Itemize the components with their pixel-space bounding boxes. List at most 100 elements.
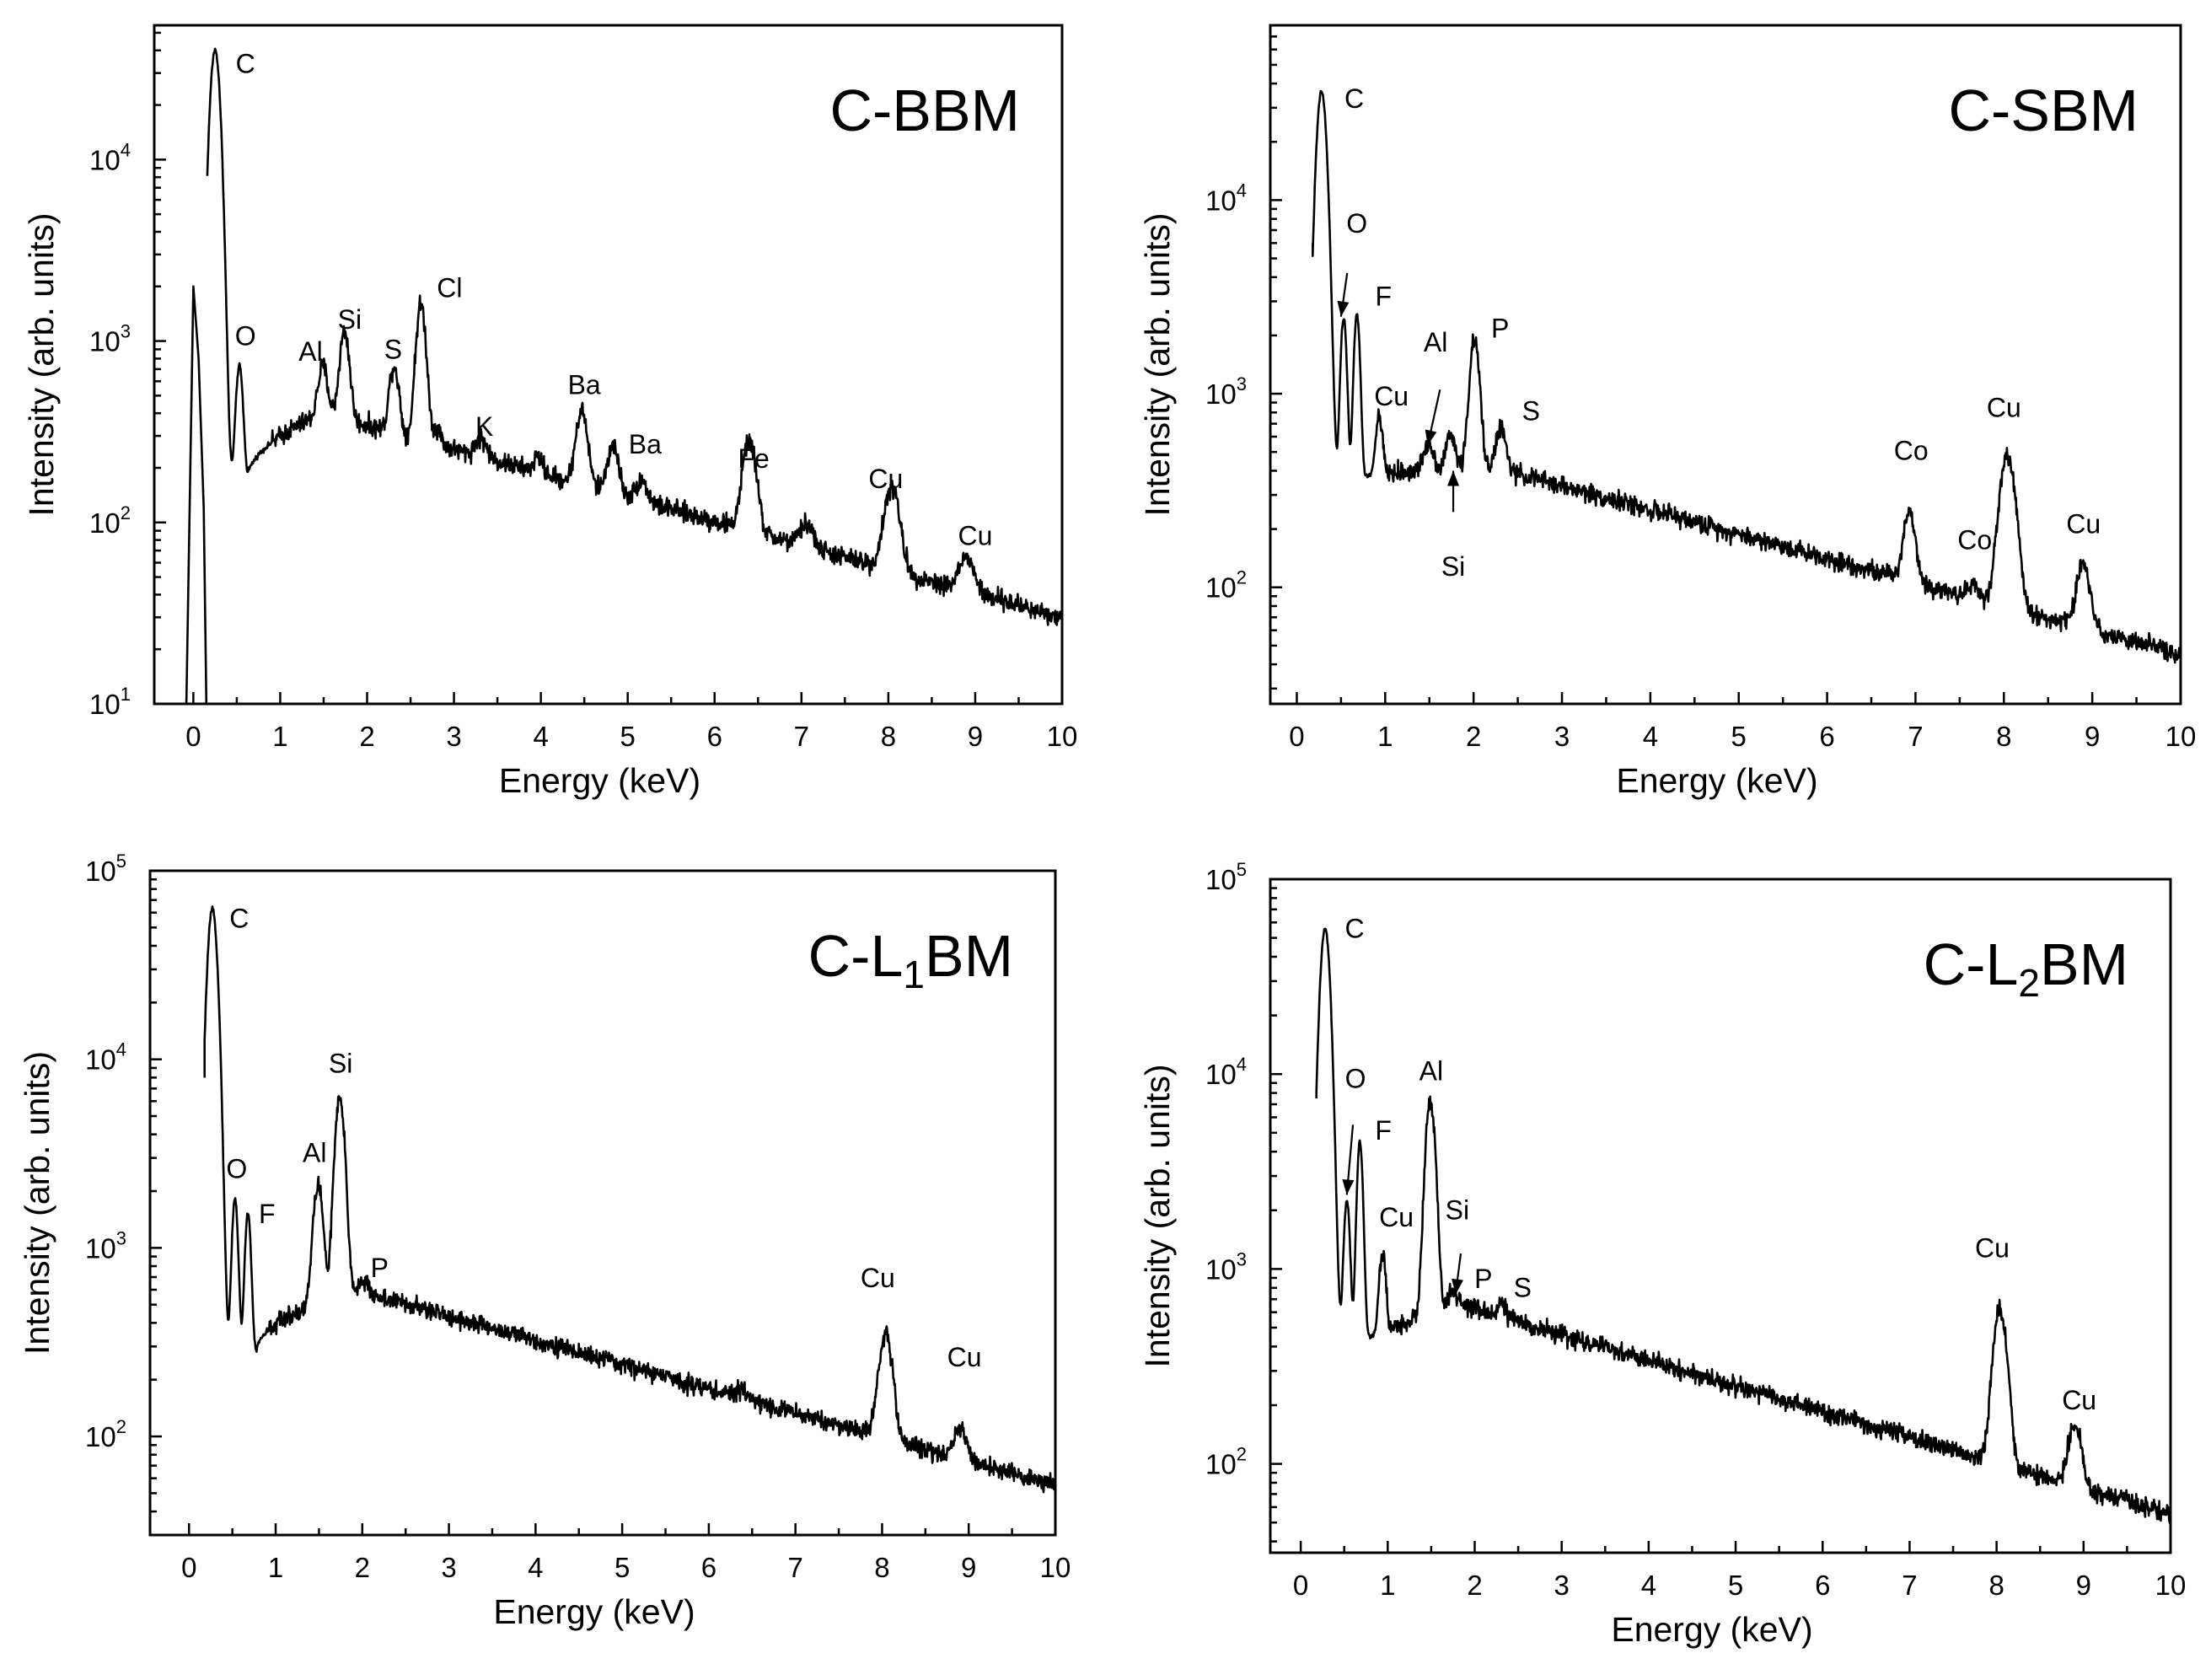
x-tick-label: 9 — [2085, 721, 2100, 752]
x-tick-label: 10 — [1040, 1552, 1071, 1583]
y-axis-title: Intensity (arb. units) — [1138, 1064, 1177, 1367]
x-tick-label: 4 — [528, 1552, 543, 1583]
x-tick-label: 3 — [1554, 721, 1570, 752]
arrow-head — [1425, 429, 1437, 446]
panel-title: C-BBM — [829, 78, 1020, 143]
x-tick-label: 9 — [961, 1552, 976, 1583]
peak-label: Si — [329, 1048, 352, 1078]
y-axis-title: Intensity (arb. units) — [22, 212, 61, 516]
chart-panel-3: 0 1 2 3 4 5 6 7 8 9 10 102 103 104 105 Energy (keV) Inte… — [18, 851, 1071, 1631]
y-tick-label: 105 — [85, 851, 126, 887]
peak-label: Cu — [2062, 1385, 2096, 1415]
chart-panel-1: 0 1 2 3 4 5 6 7 8 9 10 101 102 103 104 Energy (keV) Inte… — [22, 24, 1078, 800]
x-tick-label: 0 — [1293, 1570, 1308, 1601]
x-tick-label: 2 — [1467, 1570, 1482, 1601]
peak-label: Ba — [568, 369, 601, 400]
y-tick-label: 103 — [1205, 373, 1247, 410]
plot-frame — [148, 869, 1057, 1537]
x-axis-title: Energy (keV) — [499, 761, 700, 800]
peak-label: S — [1514, 1272, 1532, 1302]
x-tick-label: 6 — [1815, 1570, 1830, 1601]
peak-label: Al — [1424, 327, 1447, 357]
x-tick-label: 0 — [181, 1552, 196, 1583]
arrow-head — [1337, 300, 1350, 317]
arrow-head — [1342, 1178, 1355, 1195]
x-tick-label: 1 — [272, 721, 287, 752]
peak-label: Co — [1957, 525, 1992, 556]
x-tick-label: 3 — [446, 721, 461, 752]
x-tick-label: 1 — [1377, 721, 1393, 752]
x-tick-label: 8 — [881, 721, 896, 752]
peak-label: P — [371, 1253, 389, 1283]
x-tick-label: 1 — [268, 1552, 283, 1583]
x-axis-title: Energy (keV) — [1616, 761, 1817, 800]
peak-label: Al — [1419, 1055, 1443, 1086]
peak-label: Cu — [1987, 392, 2021, 422]
x-tick-label: 4 — [533, 721, 548, 752]
peak-label: S — [1522, 395, 1540, 426]
y-axis-title: Intensity (arb. units) — [1138, 212, 1177, 516]
peak-label: O — [226, 1153, 247, 1184]
peak-label: C — [1345, 914, 1365, 944]
peak-label: Si — [1446, 1194, 1469, 1225]
arrow-head — [1447, 470, 1460, 486]
peak-label: P — [1474, 1264, 1492, 1294]
x-axis-title: Energy (keV) — [1611, 1610, 1812, 1649]
arrow-head — [1452, 1278, 1464, 1295]
peak-label: Si — [338, 304, 362, 335]
plot-frame — [153, 24, 1064, 706]
x-tick-label: 1 — [1380, 1570, 1395, 1601]
peak-label: Cu — [958, 521, 992, 551]
peak-label: Cu — [1374, 381, 1409, 411]
x-tick-label: 7 — [794, 721, 809, 752]
y-tick-label: 101 — [89, 684, 131, 720]
x-tick-label: 4 — [1641, 1570, 1656, 1601]
x-tick-label: 7 — [1908, 721, 1923, 752]
y-tick-label: 104 — [1205, 1054, 1247, 1090]
y-tick-label: 102 — [1205, 1444, 1247, 1480]
y-tick-label: 103 — [89, 321, 131, 357]
low-energy-trace — [185, 285, 208, 704]
peak-label: O — [1346, 208, 1367, 239]
plot-frame — [1269, 24, 2182, 706]
chart-panel-4: 0 1 2 3 4 5 6 7 8 9 10 102 103 104 105 Energy (keV) Inte… — [1138, 859, 2186, 1649]
panel-title: C-SBM — [1948, 78, 2139, 143]
peak-label: Cu — [947, 1342, 982, 1372]
x-tick-label: 10 — [1047, 721, 1078, 752]
spectrum-trace — [1315, 927, 2171, 1524]
y-tick-label: 105 — [1205, 859, 1247, 895]
peak-label: Cu — [1379, 1202, 1414, 1232]
chart-panel-2: 0 1 2 3 4 5 6 7 8 9 10 102 103 104 Energy (keV) Intensi… — [1138, 24, 2197, 800]
y-tick-label: 104 — [89, 139, 131, 175]
y-tick-label: 103 — [85, 1227, 126, 1264]
x-tick-label: 8 — [1996, 721, 2011, 752]
x-tick-label: 6 — [1819, 721, 1834, 752]
x-tick-label: 8 — [1988, 1570, 2004, 1601]
y-tick-label: 104 — [1205, 180, 1247, 216]
peak-label: Cu — [2066, 509, 2101, 539]
x-tick-label: 4 — [1643, 721, 1658, 752]
y-tick-label: 103 — [1205, 1248, 1247, 1285]
x-tick-label: 10 — [2155, 1570, 2187, 1601]
y-tick-label: 102 — [85, 1416, 126, 1452]
peak-label: P — [1491, 313, 1509, 343]
x-tick-label: 5 — [1728, 1570, 1743, 1601]
x-tick-label: 10 — [2165, 721, 2197, 752]
x-tick-label: 5 — [620, 721, 636, 752]
x-tick-label: 0 — [1289, 721, 1304, 752]
peak-label: S — [384, 334, 402, 364]
peak-label: Si — [1441, 551, 1465, 582]
x-tick-label: 3 — [1554, 1570, 1570, 1601]
panel-title: C-L1BM — [808, 923, 1013, 996]
x-tick-label: 7 — [787, 1552, 802, 1583]
peak-label: Cu — [861, 1263, 895, 1293]
peak-label: Fe — [738, 443, 769, 474]
panel-title: C-L2BM — [1924, 931, 2128, 1005]
peak-label: O — [1345, 1064, 1366, 1094]
x-tick-label: 6 — [701, 1552, 716, 1583]
y-tick-label: 104 — [85, 1039, 126, 1076]
x-tick-label: 2 — [355, 1552, 370, 1583]
x-tick-label: 2 — [1466, 721, 1481, 752]
peak-label: Al — [298, 336, 322, 367]
